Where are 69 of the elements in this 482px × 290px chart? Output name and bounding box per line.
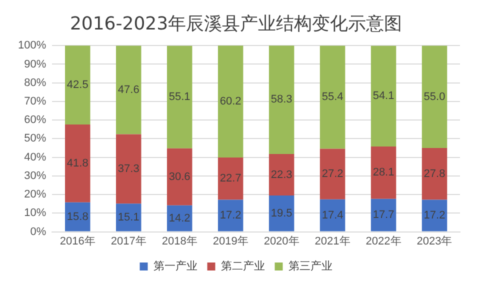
y-tick-label: 20%	[24, 188, 46, 201]
x-tick-label: 2023年	[416, 235, 452, 248]
bar	[320, 199, 346, 232]
bar	[370, 198, 396, 232]
y-tick-label: 40%	[24, 151, 46, 164]
data-label: 14.2	[168, 212, 190, 224]
data-label: 17.2	[424, 210, 446, 222]
data-label: 22.7	[220, 172, 242, 185]
legend-label: 第一产业	[153, 259, 198, 272]
data-label: 22.3	[270, 168, 292, 181]
bar	[268, 154, 294, 196]
data-label: 47.6	[118, 84, 140, 96]
bar	[370, 46, 396, 147]
data-label: 19.5	[270, 207, 292, 220]
x-tick-label: 2021年	[314, 235, 350, 248]
bar	[422, 46, 448, 148]
y-tick-label: 0%	[30, 226, 46, 238]
bar	[65, 124, 90, 202]
data-label: 27.8	[424, 168, 446, 180]
bar	[370, 146, 396, 199]
data-label: 58.3	[270, 94, 292, 106]
data-label: 55.1	[168, 91, 190, 104]
y-tick-label: 80%	[24, 76, 46, 89]
bar	[166, 148, 192, 206]
bar	[65, 46, 90, 125]
bar	[320, 148, 346, 200]
y-tick-label: 70%	[24, 95, 46, 108]
bar	[218, 46, 244, 158]
bar	[268, 46, 294, 154]
y-tick-label: 30%	[24, 170, 46, 182]
data-label: 60.2	[220, 95, 242, 108]
data-label: 30.6	[168, 170, 190, 183]
data-label: 17.2	[220, 210, 242, 222]
bar	[116, 46, 142, 134]
y-tick-label: 50%	[24, 132, 46, 145]
y-tick-label: 60%	[24, 114, 46, 126]
x-tick-label: 2016年	[60, 235, 96, 248]
bar	[116, 134, 142, 204]
bar	[218, 200, 244, 232]
data-label: 42.5	[66, 79, 88, 92]
data-label: 15.8	[66, 210, 88, 223]
data-label: 15.1	[118, 212, 140, 224]
bar	[422, 148, 448, 200]
bar	[218, 158, 244, 200]
data-label: 27.2	[322, 168, 344, 180]
chart-title: 2016-2023年辰溪县产业结构变化示意图	[70, 13, 402, 34]
data-label: 17.4	[322, 209, 344, 222]
x-tick-label: 2019年	[212, 235, 248, 248]
x-tick-label: 2018年	[162, 235, 198, 248]
data-label: 28.1	[372, 166, 394, 179]
data-label: 17.7	[372, 209, 394, 222]
x-tick-label: 2020年	[264, 235, 300, 248]
y-tick-label: 100%	[18, 40, 46, 52]
data-label: 55.4	[322, 91, 344, 104]
bar	[422, 200, 448, 232]
legend-label: 第三产业	[288, 259, 332, 272]
x-tick-label: 2022年	[366, 235, 402, 248]
data-label: 54.1	[372, 90, 394, 102]
bar	[320, 46, 346, 149]
y-tick-label: 90%	[24, 58, 46, 70]
bar	[166, 46, 192, 148]
data-label: 37.3	[118, 162, 140, 175]
data-label: 55.0	[424, 90, 446, 103]
bar	[268, 195, 294, 232]
y-tick-label: 10%	[24, 207, 46, 220]
bar	[116, 204, 142, 232]
x-tick-label: 2017年	[110, 235, 146, 248]
legend-label: 第二产业	[220, 259, 265, 272]
data-label: 41.8	[66, 157, 88, 170]
